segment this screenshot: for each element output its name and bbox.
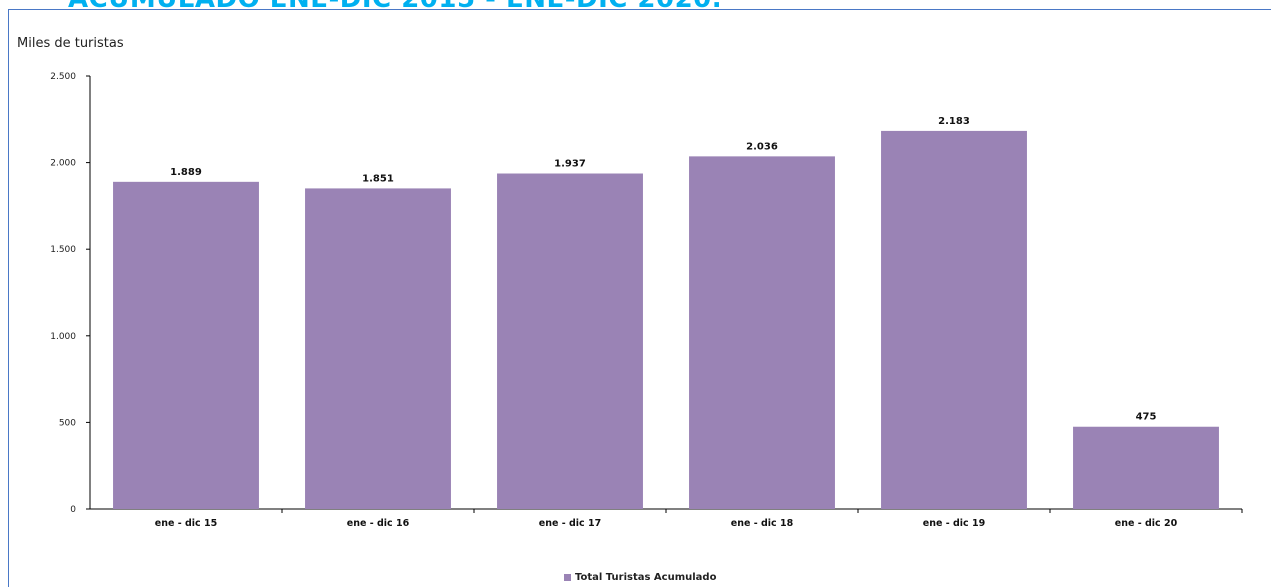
y-tick-label: 2.000 [50,159,76,169]
bar [689,156,835,509]
x-tick-label: ene - dic 16 [347,518,410,529]
y-tick-label: 1.000 [50,332,76,342]
bar [497,173,643,509]
x-tick-label: ene - dic 18 [731,518,794,529]
data-label: 1.851 [362,173,394,184]
y-tick-label: 500 [59,418,76,428]
bar [305,188,451,509]
x-tick-label: ene - dic 19 [923,518,985,529]
data-label: 2.036 [746,141,778,152]
chart-frame [8,9,1271,587]
bar [1073,426,1219,509]
y-tick-label: 1.500 [50,245,76,255]
x-tick-label: ene - dic 20 [1115,518,1178,529]
x-tick-label: ene - dic 15 [155,518,217,529]
legend-swatch [564,574,571,581]
bar [113,181,259,509]
legend-label: Total Turistas Acumulado [575,572,717,583]
bar [881,130,1027,509]
y-tick-label: 0 [70,505,76,515]
data-label: 475 [1136,412,1157,423]
x-tick-label: ene - dic 17 [539,518,601,529]
y-axis-unit-label: Miles de turistas [17,36,124,51]
data-label: 2.183 [938,116,970,127]
y-tick-label: 2.500 [50,72,76,82]
data-label: 1.889 [170,167,202,178]
legend: Total Turistas Acumulado [564,572,716,583]
data-label: 1.937 [554,159,586,170]
